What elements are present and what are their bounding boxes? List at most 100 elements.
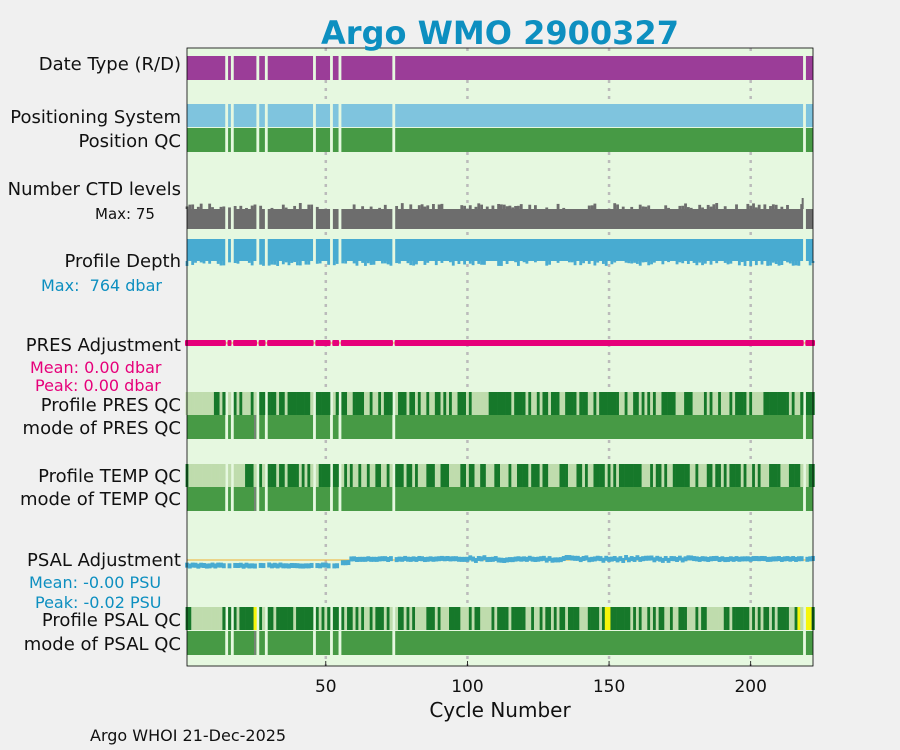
pres-profile-qc-cell	[199, 392, 203, 415]
psal-profile-qc-cell	[766, 607, 770, 630]
depth-spike	[754, 261, 758, 266]
psal-adjust-point	[434, 556, 439, 562]
pres-profile-qc-cell	[667, 392, 671, 415]
psal-profile-qc-cell	[358, 607, 362, 630]
temp-profile-qc-cell	[290, 464, 294, 487]
psal-profile-qc-cell	[296, 607, 300, 630]
psal-profile-qc-cell	[635, 607, 640, 630]
psal-adjust-point	[601, 557, 606, 563]
psal-adjust-point	[397, 556, 402, 562]
pres-profile-qc-cell	[276, 392, 280, 415]
psal-adjust-point	[592, 556, 597, 562]
psal-adjust-point	[700, 556, 705, 562]
psal-adjust-point	[253, 563, 257, 569]
pres-profile-qc-cell	[556, 392, 560, 415]
temp-profile-qc-cell	[712, 464, 716, 487]
psal-adjust-point	[502, 557, 507, 563]
depth-spike	[709, 261, 713, 265]
depth-spike	[596, 261, 600, 263]
psal-profile-qc-cell	[514, 607, 518, 630]
psal-profile-qc-cell	[565, 607, 569, 630]
psal-profile-qc-cell	[423, 607, 427, 630]
psal-adjust-point	[714, 555, 719, 561]
psal-profile-qc-cell	[695, 607, 699, 630]
psal-adjust-point	[774, 556, 779, 562]
temp-profile-qc-cell	[242, 464, 246, 487]
psal-profile-qc-cell	[485, 607, 489, 630]
psal-profile-qc-cell	[420, 607, 424, 630]
depth-spike	[726, 261, 730, 265]
label-ctd-levels: Number CTD levels	[8, 179, 181, 200]
temp-profile-qc-cell	[548, 464, 552, 487]
psal-profile-qc-cell	[573, 607, 577, 630]
psal-profile-qc-cell	[536, 607, 540, 630]
psal-adjust-point	[575, 555, 580, 561]
temp-profile-qc-cell	[451, 464, 455, 487]
pres-profile-qc-cell	[771, 392, 776, 415]
psal-profile-qc-cell	[383, 607, 387, 630]
pres-profile-qc-cell	[553, 392, 557, 415]
temp-profile-qc-cell	[366, 464, 371, 487]
psal-adjust-point	[612, 555, 617, 561]
label-mode-psal-qc: mode of PSAL QC	[24, 634, 181, 655]
psal-adjust-point	[425, 556, 430, 562]
psal-adjust-point	[598, 556, 603, 562]
psal-adjust-point	[641, 556, 645, 562]
temp-profile-qc-cell	[754, 464, 759, 487]
ctd-level-spike	[641, 206, 645, 209]
positioning-band	[332, 104, 339, 127]
psal-mode-qc-band	[233, 631, 257, 655]
psal-profile-qc-cell	[386, 607, 390, 630]
psal-adjust-point	[624, 555, 628, 561]
psal-profile-qc-cell	[400, 607, 404, 630]
temp-profile-qc-cell	[443, 464, 447, 487]
pres-profile-qc-cell	[658, 392, 662, 415]
temp-profile-qc-cell	[539, 464, 543, 487]
depth-spike	[766, 261, 770, 266]
depth-spike	[369, 261, 373, 265]
position-qc-band	[395, 128, 804, 152]
psal-profile-qc-cell	[389, 607, 393, 630]
ctd-level-spike	[769, 206, 772, 209]
temp-profile-qc-cell	[808, 464, 812, 487]
psal-profile-qc-cell	[703, 607, 708, 630]
ctd-level-spike	[689, 207, 693, 209]
pres-profile-qc-cell	[777, 392, 781, 415]
psal-profile-qc-cell	[650, 607, 654, 630]
pres-adjust-segment	[185, 340, 226, 346]
ctd-level-spike	[199, 203, 203, 209]
pres-profile-qc-cell	[769, 392, 773, 415]
temp-profile-qc-cell	[638, 464, 642, 487]
pres-profile-qc-cell	[573, 392, 577, 415]
psal-adjust-point	[757, 556, 762, 562]
temp-profile-qc-cell	[417, 464, 421, 487]
psal-profile-qc-cell	[471, 607, 475, 630]
pres-mode-qc-band	[259, 415, 265, 439]
depth-spike	[667, 261, 670, 263]
temp-mode-qc-band	[315, 487, 331, 511]
psal-adjust-point	[326, 563, 331, 569]
label-mode-pres-qc: mode of PRES QC	[23, 418, 181, 439]
ctd-level-spike	[284, 207, 288, 209]
ctd-levels-band	[259, 209, 265, 229]
temp-profile-qc-cell	[211, 464, 215, 487]
depth-spike	[788, 261, 792, 264]
pres-mode-qc-band	[228, 415, 231, 439]
temp-profile-qc-cell	[420, 464, 424, 487]
psal-adjust-point	[491, 556, 495, 562]
temp-mode-qc-band	[259, 487, 265, 511]
depth-spike	[514, 261, 517, 263]
depth-spike	[797, 261, 801, 266]
pres-adjust-segment	[258, 340, 266, 346]
pres-profile-qc-cell	[624, 392, 628, 415]
pres-profile-qc-cell	[270, 392, 274, 415]
depth-spike	[449, 261, 452, 263]
psal-profile-qc-cell	[307, 607, 311, 630]
pres-profile-qc-cell	[477, 392, 481, 415]
temp-profile-qc-cell	[771, 464, 776, 487]
psal-profile-qc-cell	[723, 607, 727, 630]
footer-credit: Argo WHOI 21-Dec-2025	[90, 726, 286, 745]
temp-profile-qc-cell	[658, 464, 662, 487]
pres-profile-qc-cell	[757, 392, 761, 415]
pres-profile-qc-cell	[383, 392, 387, 415]
